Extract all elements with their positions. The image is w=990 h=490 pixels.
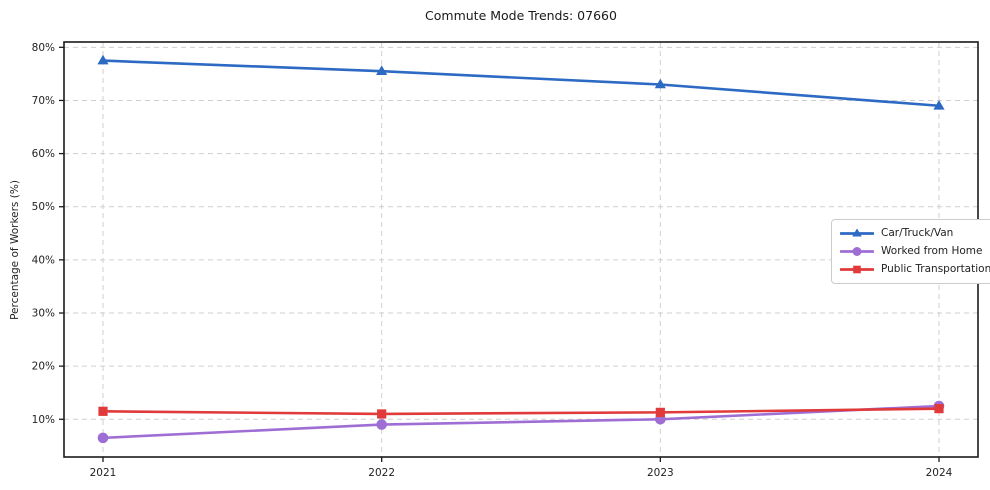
legend-circle-icon bbox=[840, 247, 874, 256]
data-point-public-transportation-2024 bbox=[934, 404, 944, 414]
data-point-car-truck-van-2021 bbox=[97, 54, 109, 65]
x-tick-label: 2022 bbox=[368, 467, 395, 479]
y-tick-label: 80% bbox=[32, 42, 55, 54]
chart-title: Commute Mode Trends: 07660 bbox=[425, 8, 617, 23]
data-point-public-transportation-2022 bbox=[377, 409, 387, 419]
legend-item-worked-from-home: Worked from Home bbox=[840, 245, 990, 258]
data-point-car-truck-van-2024 bbox=[933, 99, 945, 110]
data-point-worked-from-home-2021 bbox=[97, 432, 109, 444]
y-tick-label: 20% bbox=[32, 361, 55, 373]
data-point-car-truck-van-2022 bbox=[376, 65, 388, 76]
series-line-car-truck-van bbox=[101, 59, 941, 108]
series-line-worked-from-home bbox=[101, 404, 941, 440]
data-point-worked-from-home-2022 bbox=[376, 419, 387, 430]
legend-item-car-truck-van: Car/Truck/Van bbox=[840, 227, 990, 240]
y-tick-label: 60% bbox=[32, 148, 55, 160]
legend-sample-marker bbox=[852, 247, 862, 256]
legend: Car/Truck/Van Worked from Home Public Tran… bbox=[831, 219, 990, 284]
legend-square-icon bbox=[840, 265, 874, 274]
x-tick-label: 2023 bbox=[647, 467, 674, 479]
data-point-public-transportation-2021 bbox=[98, 406, 108, 416]
series-line-public-transportation bbox=[101, 407, 941, 416]
legend-item-public-transportation: Public Transportation bbox=[840, 263, 990, 276]
data-point-car-truck-van-2023 bbox=[654, 78, 666, 89]
x-tick-label: 2021 bbox=[90, 467, 117, 479]
y-tick-label: 10% bbox=[32, 414, 55, 426]
x-tick-label: 2024 bbox=[926, 467, 953, 479]
y-tick-label: 70% bbox=[32, 95, 55, 107]
legend-label: Car/Truck/Van bbox=[881, 227, 954, 239]
data-point-public-transportation-2023 bbox=[655, 407, 665, 417]
y-tick-label: 30% bbox=[32, 307, 55, 319]
legend-label: Public Transportation bbox=[881, 263, 990, 275]
legend-label: Worked from Home bbox=[881, 245, 983, 257]
legend-sample-marker bbox=[853, 265, 861, 274]
legend-triangle-icon bbox=[840, 228, 874, 237]
legend-sample-marker bbox=[852, 228, 862, 237]
y-tick-label: 50% bbox=[32, 201, 55, 213]
y-tick-label: 40% bbox=[32, 254, 55, 266]
